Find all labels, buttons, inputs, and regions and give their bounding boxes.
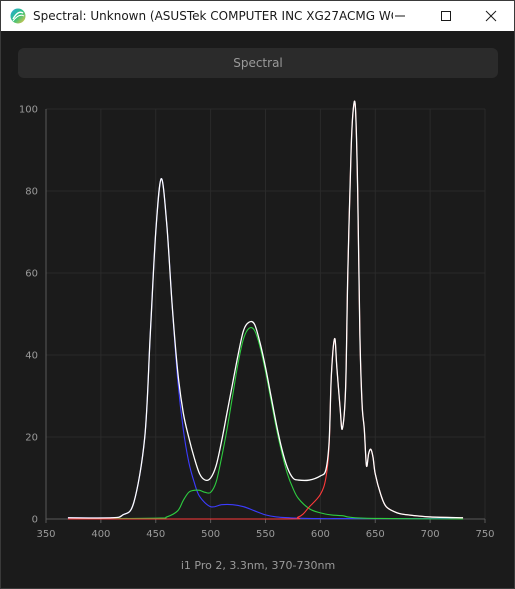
maximize-button[interactable] (423, 1, 469, 31)
x-tick-label: 450 (146, 529, 165, 540)
x-tick-label: 400 (91, 529, 110, 540)
series-total-line (67, 100, 464, 519)
x-tick-label: 500 (201, 529, 220, 540)
minimize-icon (395, 15, 405, 17)
y-tick-label: 60 (25, 269, 38, 280)
y-tick-label: 20 (25, 433, 38, 444)
chart-caption: i1 Pro 2, 3.3nm, 370-730nm (181, 559, 335, 572)
title-bar[interactable]: Spectral: Unknown (ASUSTek COMPUTER INC … (1, 1, 514, 31)
y-tick-label: 40 (25, 351, 38, 362)
minimize-button[interactable] (377, 1, 423, 31)
spectral-chart: 0 20 40 60 80 100 350 400 450 500 550 600 650 700 750… (19, 100, 495, 572)
maximize-icon (441, 11, 451, 21)
tab-spectral[interactable]: Spectral (18, 48, 498, 78)
chart-grid (45, 108, 486, 520)
window-title: Spectral: Unknown (ASUSTek COMPUTER INC … (33, 9, 393, 23)
x-tick-label: 650 (366, 529, 385, 540)
tab-spectral-label: Spectral (233, 56, 283, 70)
close-icon (485, 10, 497, 22)
y-tick-label: 0 (32, 515, 38, 526)
close-button[interactable] (468, 1, 514, 31)
y-tick-labels: 0 20 40 60 80 100 (19, 105, 38, 526)
x-tick-labels: 350 400 450 500 550 600 650 700 750 (36, 519, 495, 540)
y-tick-label: 100 (19, 105, 38, 116)
x-tick-label: 550 (256, 529, 275, 540)
x-tick-label: 700 (421, 529, 440, 540)
x-tick-label: 750 (475, 529, 494, 540)
x-tick-label: 350 (36, 529, 55, 540)
x-tick-label: 600 (311, 529, 330, 540)
chart-series (67, 100, 464, 520)
series-green-line (67, 327, 464, 520)
y-tick-label: 80 (25, 187, 38, 198)
app-logo-icon (10, 8, 26, 24)
